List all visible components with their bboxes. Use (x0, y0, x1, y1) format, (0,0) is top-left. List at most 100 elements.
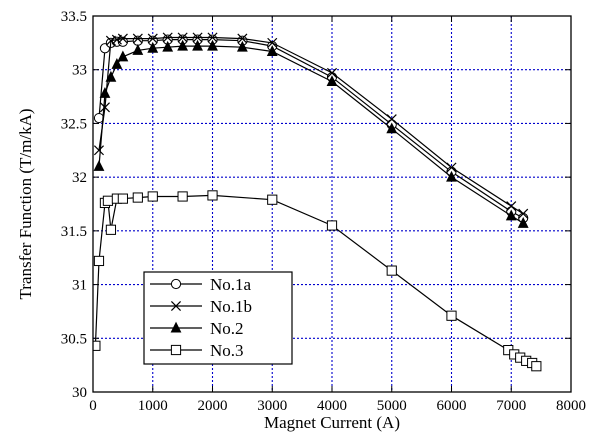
x-marker-stroke (162, 32, 173, 43)
legend-item-no-3: No.3 (150, 341, 244, 360)
x-marker-stroke (177, 32, 188, 43)
x-marker-stroke (132, 33, 143, 44)
data-point-no-1b (177, 32, 188, 43)
data-point-no-2 (132, 44, 144, 55)
data-point-no-3 (93, 340, 101, 351)
legend-marker-no-2 (170, 321, 182, 333)
data-point-no-1b (147, 33, 158, 44)
series-no-1a (93, 34, 529, 224)
data-point-no-3 (102, 195, 114, 206)
legend-marker-no-3 (170, 344, 182, 356)
x-marker-stroke (111, 34, 122, 45)
x-marker-stroke (446, 162, 457, 173)
data-point-no-2 (446, 170, 457, 182)
data-point-no-1b (99, 102, 110, 113)
data-point-no-3 (326, 220, 338, 231)
x-marker-stroke (326, 67, 338, 78)
x-tick-label: 7000 (496, 398, 526, 414)
legend-label: No.1b (210, 297, 252, 316)
x-marker-stroke (518, 208, 529, 219)
x-marker-stroke (267, 37, 278, 48)
x-tick-label: 0 (89, 398, 97, 414)
data-point-no-3 (207, 190, 218, 201)
x-marker-stroke (147, 33, 158, 44)
x-tick-label: 1000 (138, 398, 168, 414)
x-marker-stroke (105, 35, 116, 46)
x-tick-label: 4000 (317, 398, 347, 414)
data-point-no-1b (162, 32, 173, 43)
x-tick-label: 8000 (556, 398, 586, 414)
data-point-no-2 (326, 75, 338, 87)
data-point-no-1b (192, 32, 203, 43)
data-point-no-2 (99, 87, 111, 98)
x-tick-label: 3000 (257, 398, 287, 414)
data-point-no-2 (111, 58, 123, 69)
data-point-no-1b (93, 145, 104, 156)
legend-label: No.1a (210, 275, 252, 294)
data-point-no-2 (192, 39, 203, 51)
y-tick-label: 33 (72, 63, 87, 79)
legend-marker-no-1b (170, 300, 182, 312)
data-point-no-1b (105, 35, 116, 46)
series-no-3 (93, 190, 542, 372)
data-point-no-2 (207, 39, 218, 51)
data-point-no-1b (446, 162, 457, 173)
x-marker-stroke (99, 102, 110, 113)
data-point-no-2 (162, 40, 174, 52)
data-point-no-3 (93, 255, 105, 267)
y-tick-label: 30.5 (61, 331, 87, 347)
y-tick-label: 32 (72, 170, 87, 186)
x-marker-stroke (93, 145, 104, 156)
x-marker-stroke (386, 114, 397, 125)
plot-frame (92, 15, 572, 393)
data-point-no-2 (105, 70, 117, 82)
x-marker-stroke (170, 300, 182, 312)
y-tick-label: 31.5 (61, 224, 87, 240)
legend-label: No.3 (210, 341, 244, 360)
data-point-no-1a (132, 35, 143, 46)
data-point-no-2 (117, 50, 129, 62)
data-point-no-3 (105, 224, 117, 235)
data-point-no-2 (177, 39, 189, 51)
data-point-no-3 (267, 194, 278, 205)
series-group (93, 32, 542, 372)
series-line-no-1b (98, 36, 524, 215)
tick-labels: 0 1000 2000 3000 4000 5000 6000 7000 8000 30 30.5 3… (61, 9, 586, 414)
legend-label: No.2 (210, 319, 244, 338)
data-point-no-3 (446, 310, 457, 321)
data-point-no-3 (117, 193, 128, 204)
data-point-no-3 (147, 191, 158, 202)
legend-item-no-1a: No.1a (150, 275, 252, 294)
data-point-no-1b (111, 34, 122, 45)
series-line-no-1a (98, 38, 524, 219)
legend-marker-no-1a (170, 278, 182, 290)
data-point-no-1b (386, 114, 397, 125)
y-axis-label: Transfer Function (T/m/kA) (16, 108, 35, 299)
data-point-no-1b (326, 67, 338, 78)
data-point-no-1b (267, 37, 278, 48)
y-tick-label: 32.5 (61, 116, 87, 132)
data-point-no-3 (177, 191, 188, 202)
x-marker-stroke (117, 33, 128, 44)
y-tick-label: 30 (72, 385, 87, 401)
series-no-2 (93, 39, 529, 228)
data-point-no-1b (132, 33, 143, 44)
legend: No.1a No.1b No.2 No.3 (143, 271, 293, 365)
x-marker-stroke (207, 32, 218, 43)
data-point-no-1b (117, 33, 128, 44)
data-point-no-2 (266, 45, 278, 56)
legend-item-no-1b: No.1b (150, 297, 252, 316)
y-tick-label: 33.5 (61, 9, 87, 25)
data-point-no-3 (386, 265, 397, 276)
legend-box (143, 271, 293, 365)
x-axis-label: Magnet Current (A) (264, 413, 400, 432)
data-point-no-2 (386, 122, 398, 134)
data-point-no-1b (237, 33, 248, 44)
series-no-1b (93, 32, 529, 219)
x-marker-stroke (506, 201, 517, 212)
data-point-no-2 (147, 41, 159, 53)
data-point-no-3 (132, 192, 143, 203)
data-point-no-2 (517, 217, 529, 228)
x-marker-stroke (192, 32, 203, 43)
